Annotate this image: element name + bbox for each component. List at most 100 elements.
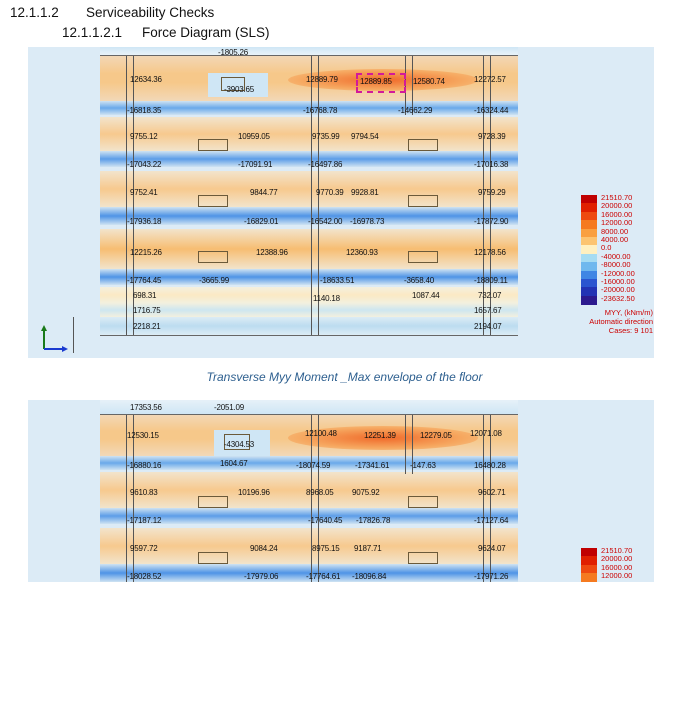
- contour-value: -16768.78: [303, 106, 338, 115]
- legend-swatch: [581, 228, 597, 238]
- contour-value: -17764.61: [306, 572, 341, 581]
- max-value-highlight: [356, 73, 406, 93]
- contour-value: -17979.06: [244, 572, 279, 581]
- myy-moment-contour-figure: -1805.26 12634.36 -3903.65 12889.79 12889.85…: [28, 47, 654, 358]
- contour-value: 9602.71: [478, 488, 506, 497]
- legend-swatch: [581, 279, 597, 288]
- column-outline: [224, 434, 250, 450]
- legend-meta: Cases: 9 101: [608, 326, 653, 336]
- contour-value: -18074.59: [296, 461, 331, 470]
- contour-value: 9770.39: [316, 188, 344, 197]
- legend-value: 8000.00: [601, 226, 629, 236]
- contour-value: 12071.08: [470, 429, 502, 438]
- grid-line: [311, 55, 319, 335]
- contour-value: 12530.15: [127, 431, 159, 440]
- contour-value: -1805.26: [218, 48, 248, 57]
- contour-value: -14662.29: [398, 106, 433, 115]
- contour-value: 1604.67: [220, 459, 248, 468]
- contour-value: -18633.51: [320, 276, 355, 285]
- grid-line: [483, 414, 491, 582]
- column-outline: [408, 496, 438, 508]
- contour-value: 1716.75: [133, 306, 161, 315]
- column-outline: [408, 251, 438, 263]
- column-outline: [408, 552, 438, 564]
- contour-value: -16324.44: [474, 106, 509, 115]
- contour-value: -16978.73: [350, 217, 385, 226]
- contour-value: 9794.54: [351, 132, 379, 141]
- contour-value: -16818.35: [127, 106, 162, 115]
- slab-edge: [100, 414, 518, 415]
- contour-value: 9610.83: [130, 488, 158, 497]
- contour-value: 16480.28: [474, 461, 506, 470]
- figure-caption: Transverse Myy Moment _Max envelope of t…: [206, 370, 483, 384]
- contour-value: 9597.72: [130, 544, 158, 553]
- legend-value: -8000.00: [601, 260, 631, 270]
- contour-value: 12272.57: [474, 75, 506, 84]
- column-outline: [198, 195, 228, 207]
- contour-value: 1140.18: [313, 294, 340, 303]
- myy-moment-contour-figure-2: 17353.56 -2051.09 12530.15 -4304.53 12100.48…: [28, 400, 654, 582]
- slab-edge: [100, 55, 518, 56]
- color-legend: 21510.70 20000.00 16000.00 12000.00 8000.00 4…: [581, 193, 653, 355]
- contour-value: 9844.77: [250, 188, 278, 197]
- legend-swatch: [581, 564, 597, 574]
- section-heading-serviceability: 12.1.1.2 Serviceability Checks: [10, 5, 214, 20]
- legend-meta: MYY, (kNm/m): [604, 308, 653, 318]
- legend-swatch: [581, 195, 597, 204]
- legend-value: 4000.00: [601, 235, 629, 244]
- contour-value: -3665.99: [199, 276, 229, 285]
- contour-value: 12215.26: [130, 248, 162, 257]
- contour-value: -17187.12: [127, 516, 162, 525]
- contour-value: 12889.85: [360, 77, 392, 86]
- contour-value: 12279.05: [420, 431, 452, 440]
- legend-swatch: [581, 287, 597, 297]
- contour-value: -17640.45: [308, 516, 343, 525]
- grid-line: [483, 55, 491, 335]
- contour-value: -3903.65: [224, 85, 254, 94]
- contour-value: -2051.09: [214, 403, 244, 412]
- contour-value: -17826.78: [356, 516, 391, 525]
- legend-swatch: [581, 220, 597, 230]
- contour-value: 12388.96: [256, 248, 288, 257]
- contour-value: 9755.12: [130, 132, 158, 141]
- contour-value: 9075.92: [352, 488, 380, 497]
- legend-value: 20000.00: [601, 554, 633, 564]
- contour-value: 9624.07: [478, 544, 506, 553]
- contour-value: 12889.79: [306, 75, 338, 84]
- contour-value: -147.63: [410, 461, 436, 470]
- column-outline: [198, 251, 228, 263]
- legend-value: -23632.50: [601, 293, 635, 303]
- legend-swatch: [581, 203, 597, 213]
- contour-value: -4304.53: [224, 440, 254, 449]
- contour-value: -17091.91: [238, 160, 273, 169]
- subsection-heading-force-diagram: 12.1.1.2.1 Force Diagram (SLS): [62, 25, 270, 40]
- legend-value: 12000.00: [601, 571, 633, 581]
- contour-value: 9728.39: [478, 132, 506, 141]
- column-outline: [198, 552, 228, 564]
- grid-line: [126, 55, 134, 335]
- legend-value: -20000.00: [601, 285, 635, 295]
- contour-value: -18096.84: [352, 572, 387, 581]
- contour-value: 17353.56: [130, 403, 162, 412]
- grid-line: [311, 414, 319, 582]
- contour-value: -16497.86: [308, 160, 343, 169]
- contour-value: 9735.99: [312, 132, 340, 141]
- contour-value: -16880.16: [127, 461, 162, 470]
- contour-value: -16542.00: [308, 217, 343, 226]
- legend-value: 16000.00: [601, 209, 633, 219]
- contour-value: 8968.05: [306, 488, 334, 497]
- column-outline: [408, 195, 438, 207]
- contour-value: -17043.22: [127, 160, 162, 169]
- legend-swatch: [581, 262, 597, 272]
- legend-swatch: [581, 237, 597, 246]
- contour-value: -17936.18: [127, 217, 162, 226]
- contour-value: 732.07: [478, 291, 502, 300]
- section-number: 12.1.1.2: [10, 5, 59, 20]
- legend-value: -16000.00: [601, 277, 635, 286]
- slab-edge: [100, 335, 518, 336]
- contour-value: 9187.71: [354, 544, 382, 553]
- contour-value: 2194.07: [474, 322, 502, 331]
- contour-value: -18028.52: [127, 572, 162, 581]
- contour-value: 12634.36: [130, 75, 162, 84]
- axis-triad-icon: [40, 323, 70, 353]
